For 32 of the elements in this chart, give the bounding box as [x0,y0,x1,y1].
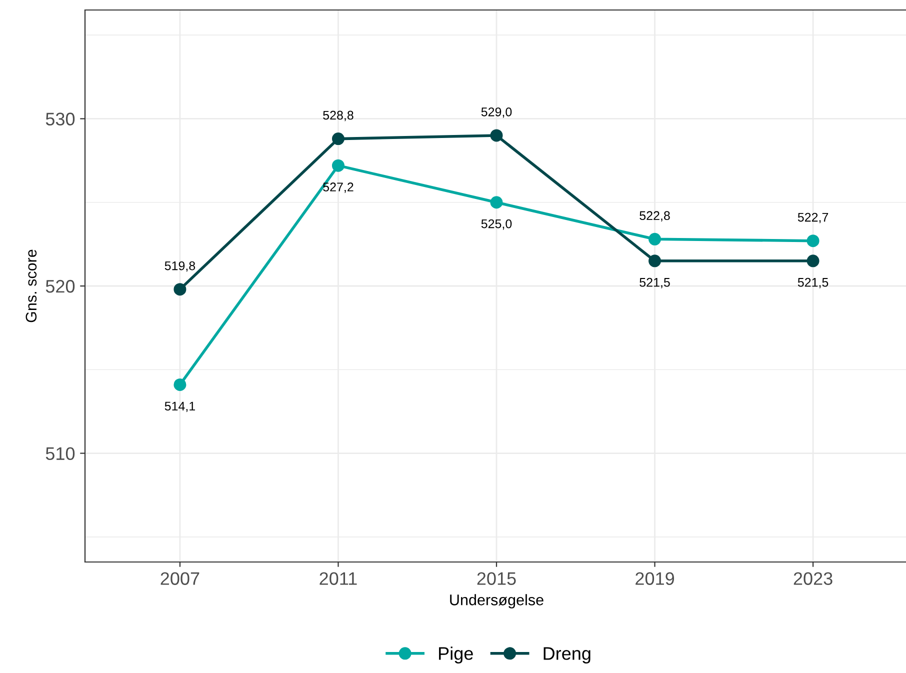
data-label: 521,5 [798,278,828,288]
y-tick-label: 520 [46,280,75,293]
x-tick-label: 2015 [477,572,516,585]
data-label: 519,8 [164,261,196,272]
y-tick-label: 530 [46,112,75,126]
legend-label: Pige [439,646,473,664]
point [490,129,503,142]
x-tick-label: 2023 [794,572,832,585]
point [490,196,503,209]
point [174,378,186,391]
y-tick-label: 510 [46,447,75,460]
point [332,159,344,172]
data-label: 522,7 [798,212,828,224]
point [648,232,662,246]
data-label: 527,2 [323,182,354,193]
data-label: 514,1 [164,402,195,412]
y-axis-title: Gns. score [26,250,37,322]
point [806,254,820,268]
point [332,132,344,146]
point [648,254,662,268]
x-tick-label: 2007 [160,572,200,585]
data-label: 529,0 [481,107,512,118]
point [806,234,820,248]
data-label: 521,5 [640,278,670,288]
data-label: 525,0 [481,219,512,230]
legend-label: Dreng [544,647,590,664]
x-tick-label: 2011 [320,572,357,585]
data-label: 528,8 [323,110,354,122]
data-label: 522,8 [640,211,670,222]
x-tick-label: 2019 [636,572,674,585]
x-axis-title: Undersøgelse [450,594,544,608]
point [174,283,186,296]
